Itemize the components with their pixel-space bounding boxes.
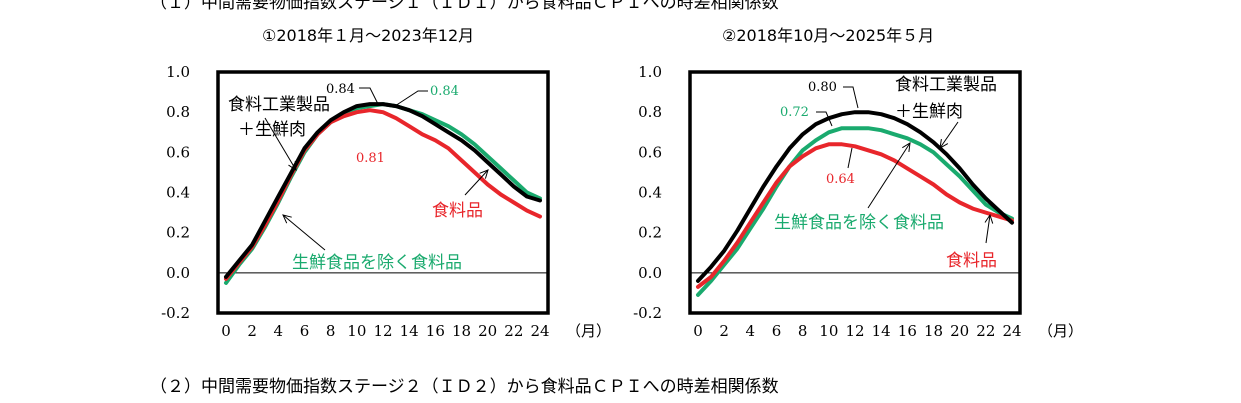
plot-frame: [688, 70, 1022, 315]
series-label-green: 生鮮食品を除く食料品: [774, 213, 944, 233]
arrow-red-head: [479, 169, 489, 179]
y-tick-label: 1.0: [166, 63, 190, 81]
peak-annotation: 0.81: [356, 151, 385, 166]
x-tick-label: 10: [819, 322, 838, 340]
annotation-leader: [816, 111, 833, 127]
x-tick-label: 14: [872, 322, 891, 340]
x-tick-label: 20: [950, 322, 969, 340]
arrow-black-head: [288, 160, 297, 171]
arrow-red: [985, 214, 991, 244]
arrow-green-head: [902, 142, 911, 152]
chart-title-2: ②2018年10月～2025年５月: [722, 26, 935, 45]
series-label-black-2: ＋生鮮肉: [895, 102, 963, 122]
chart-2: 1.00.80.60.40.20.0-0.20 2 4 6 8 10 12 14 16 18 20 2…: [633, 63, 1083, 340]
y-tick-label: 0.0: [166, 264, 190, 282]
x-tick-label: 24: [1002, 322, 1021, 340]
x-tick-label: 14: [400, 322, 419, 340]
x-unit-label: （月）: [1038, 322, 1083, 340]
x-tick-label: 8: [326, 322, 336, 340]
y-tick-label: 1.0: [638, 63, 662, 81]
x-tick-label: 22: [504, 322, 523, 340]
x-tick-label: 20: [478, 322, 497, 340]
y-tick-label: 0.4: [166, 184, 190, 202]
y-tick-label: 0.4: [638, 184, 662, 202]
x-tick-label: 12: [373, 322, 392, 340]
annotation-leader: [847, 147, 853, 169]
plot-frame: [216, 70, 550, 315]
series-line-black: [224, 102, 542, 279]
y-tick-label: 0.6: [166, 143, 190, 161]
annotation-leader: [843, 86, 859, 109]
x-tick-label: 18: [924, 322, 943, 340]
series-line-green: [696, 126, 1014, 297]
series-line-black: [696, 110, 1014, 283]
x-tick-label: 18: [452, 322, 471, 340]
y-tick-label: 0.2: [638, 224, 662, 242]
peak-annotation: 0.80: [808, 80, 837, 95]
peak-annotation: 0.72: [780, 105, 809, 120]
x-tick-label: 4: [274, 322, 284, 340]
x-tick-label: 0: [693, 322, 703, 340]
chart-title-1: ①2018年１月～2023年12月: [262, 26, 475, 45]
arrow-green: [282, 214, 326, 251]
x-tick-label: 2: [719, 322, 729, 340]
y-tick-label: -0.2: [161, 304, 190, 322]
y-tick-label: -0.2: [633, 304, 662, 322]
y-tick-label: 0.8: [166, 103, 190, 121]
annotation-leader: [394, 90, 428, 107]
x-tick-label: 10: [347, 322, 366, 340]
y-tick-label: 0.8: [638, 103, 662, 121]
arrow-black: [264, 117, 297, 171]
series-line-red: [696, 142, 1014, 289]
x-tick-label: 4: [746, 322, 756, 340]
y-tick-label: 0.6: [638, 143, 662, 161]
peak-annotation: 0.84: [326, 82, 355, 97]
series-label-black: 食料工業製品: [228, 95, 330, 115]
x-tick-label: 6: [772, 322, 782, 340]
x-tick-label: 12: [845, 322, 864, 340]
x-unit-label: （月）: [566, 322, 611, 340]
arrow-red: [464, 169, 489, 196]
x-tick-label: 2: [247, 322, 257, 340]
arrow-black-head: [939, 139, 949, 149]
chart-1: 1.00.80.60.40.20.0-0.20 2 4 6 8 10 12 14 16 18 20 2…: [161, 63, 611, 340]
x-tick-label: 16: [426, 322, 445, 340]
arrow-green: [867, 142, 911, 209]
x-tick-label: 16: [898, 322, 917, 340]
x-tick-label: 22: [976, 322, 995, 340]
arrow-black: [939, 121, 959, 149]
peak-annotation: 0.64: [826, 172, 855, 187]
x-tick-label: 24: [530, 322, 549, 340]
series-label-green: 生鮮食品を除く食料品: [292, 253, 462, 273]
section-header-1: （１）中間需要物価指数ステージ１（ＩＤ１）から食料品ＣＰＩへの時差相関係数: [150, 0, 779, 13]
series-label-red: 食料品: [946, 251, 997, 271]
x-tick-label: 6: [300, 322, 310, 340]
section-header-2: （２）中間需要物価指数ステージ２（ＩＤ２）から食料品ＣＰＩへの時差相関係数: [150, 377, 779, 397]
y-tick-label: 0.2: [166, 224, 190, 242]
x-tick-label: 8: [798, 322, 808, 340]
arrow-green-head: [282, 214, 292, 224]
annotation-leader: [359, 87, 379, 105]
arrow-red-head: [984, 213, 994, 224]
x-tick-label: 0: [221, 322, 231, 340]
series-label-black: 食料工業製品: [895, 75, 997, 95]
peak-annotation: 0.84: [430, 84, 459, 99]
y-tick-label: 0.0: [638, 264, 662, 282]
series-label-red: 食料品: [432, 201, 483, 221]
